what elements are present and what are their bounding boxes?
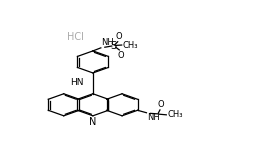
Text: CH₃: CH₃ [167,110,183,119]
Text: S: S [111,41,117,51]
Text: NH: NH [101,38,114,48]
Text: CH₃: CH₃ [122,41,138,50]
Text: N: N [89,117,97,127]
Text: O: O [117,51,124,60]
Text: NH: NH [147,113,160,122]
Text: HCl: HCl [67,32,84,42]
Text: HN: HN [70,78,84,87]
Text: O: O [115,32,122,41]
Text: O: O [157,100,164,109]
